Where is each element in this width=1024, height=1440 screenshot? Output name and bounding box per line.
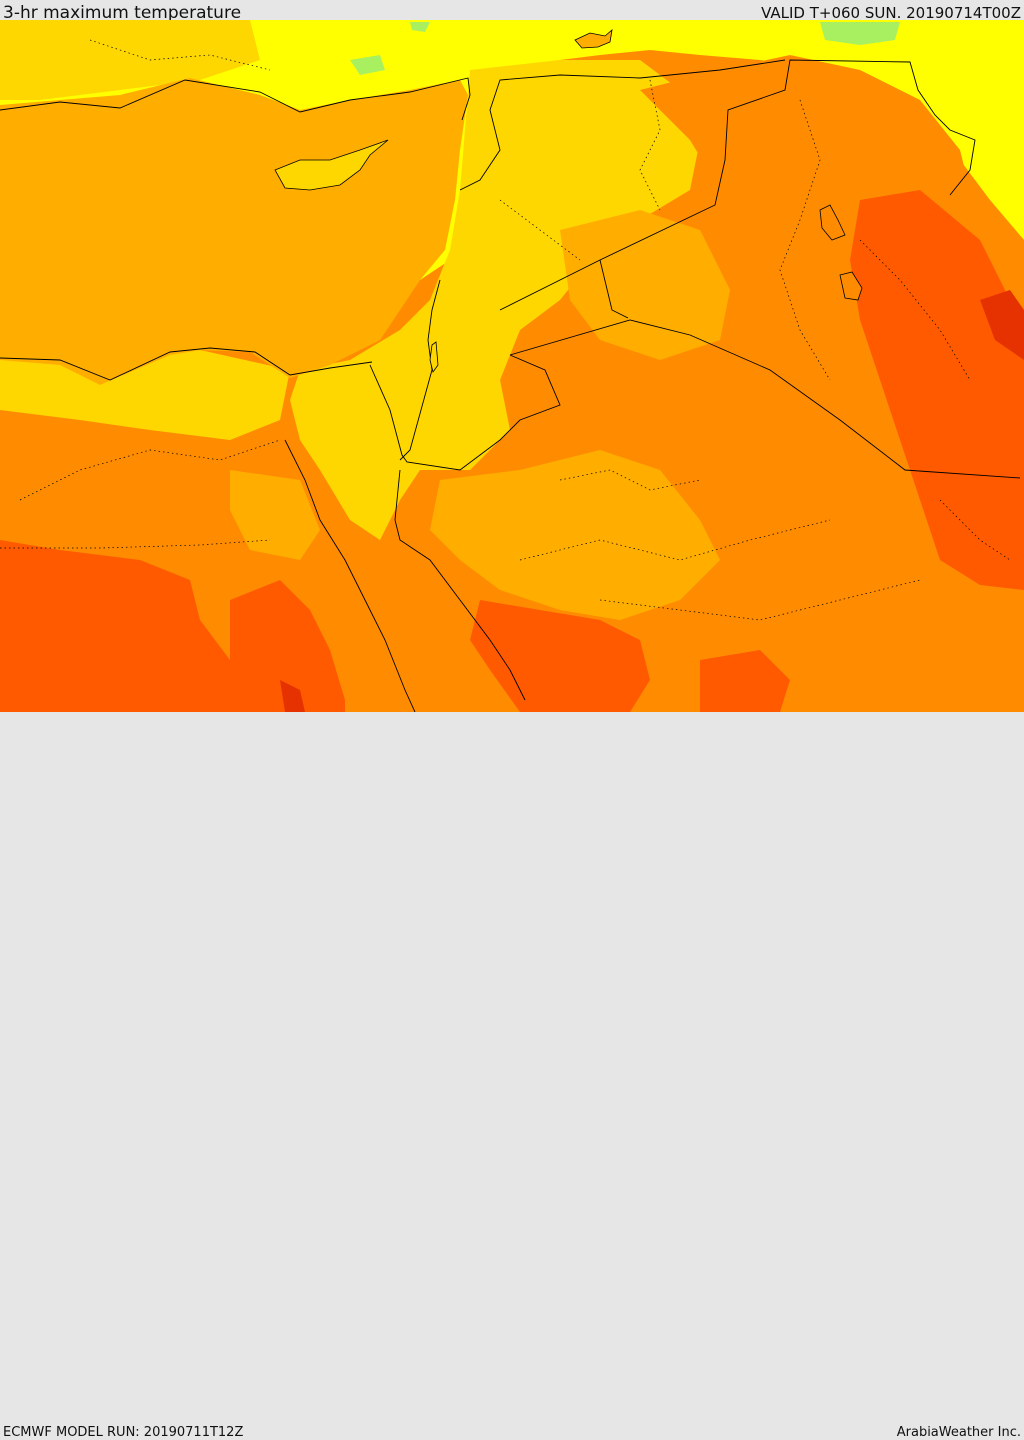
- red-hotspot-egypt: [280, 680, 305, 712]
- dotted-line-9: [559, 469, 701, 491]
- province-lines: [0, 39, 1011, 621]
- jordan-iraq-border: [599, 259, 629, 319]
- yellow-north-zone: [0, 20, 1024, 280]
- dark-orange-iraq-zone: [850, 190, 1024, 590]
- syria-iraq-border: [499, 59, 976, 311]
- red-sea-coast-east: [394, 469, 526, 701]
- dead-sea: [429, 341, 439, 373]
- light-green-patch-3: [410, 22, 430, 32]
- dotted-line-5: [639, 79, 661, 211]
- dotted-line-10: [89, 39, 271, 71]
- dotted-line-7: [859, 239, 971, 381]
- dotted-line-8: [499, 199, 581, 261]
- dotted-line-2: [0, 539, 271, 549]
- light-green-patch: [820, 22, 900, 45]
- dark-orange-egypt-zone: [0, 540, 270, 712]
- sea-orange-syria-desert: [560, 210, 730, 360]
- light-orange-coastal-strip: [0, 350, 290, 440]
- lake-habbaniyah: [839, 271, 863, 301]
- dotted-line-3: [519, 519, 831, 561]
- levant-coast: [399, 279, 441, 461]
- turkey-coast: [0, 77, 471, 121]
- dotted-line-11: [939, 499, 1011, 561]
- yellow-northeast-zone: [900, 20, 1024, 240]
- country-borders: [0, 59, 1021, 712]
- temperature-map: [0, 20, 1024, 712]
- model-run-label: ECMWF MODEL RUN: 20190711T12Z: [3, 1425, 244, 1440]
- sea-orange-arabia-zone: [430, 450, 720, 620]
- red-hotspot-iraq: [980, 290, 1024, 360]
- footer-bar: ECMWF MODEL RUN: 20190711T12Z ArabiaWeat…: [0, 712, 1024, 1440]
- valid-time-label: VALID T+060 SUN. 20190714T00Z: [761, 4, 1021, 22]
- dark-orange-south-zone: [700, 650, 790, 712]
- credit-label: ArabiaWeather Inc.: [896, 1425, 1021, 1440]
- dark-orange-egypt-east: [230, 580, 345, 712]
- turkey-syria-border: [459, 59, 786, 191]
- egypt-coast: [0, 347, 373, 381]
- red-sea-coast-west: [284, 439, 416, 712]
- map-title: 3-hr maximum temperature: [3, 3, 242, 23]
- light-green-patch-2: [350, 55, 385, 75]
- dotted-line-1: [19, 439, 281, 501]
- dotted-line-4: [599, 579, 921, 621]
- lake-van: [574, 28, 613, 49]
- sinai-border: [369, 354, 561, 471]
- header-bar: 3-hr maximum temperature VALID T+060 SUN…: [0, 0, 1024, 23]
- dark-orange-saudi-zone: [470, 600, 650, 712]
- lake-tharthar: [819, 204, 846, 241]
- sea-orange-egypt-patch: [230, 470, 320, 560]
- dotted-line-6: [779, 99, 831, 381]
- temperature-map-svg: [0, 20, 1024, 712]
- jordan-saudi-border: [509, 319, 1021, 479]
- cyprus-island: [274, 139, 389, 191]
